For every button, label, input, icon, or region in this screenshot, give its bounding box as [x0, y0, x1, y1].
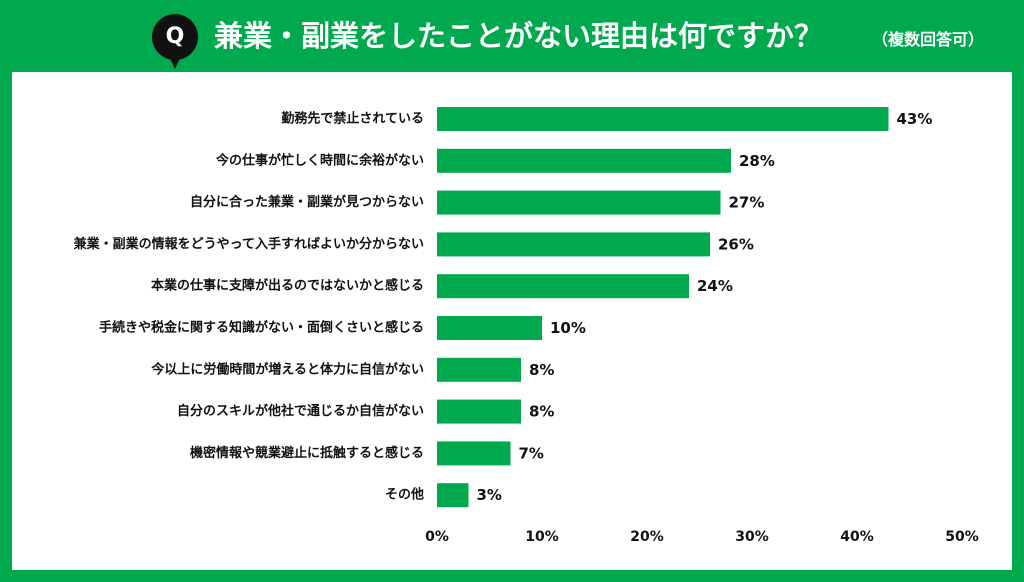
value-label: 8% [529, 361, 554, 379]
value-label: 7% [519, 444, 544, 462]
x-tick-label: 0% [425, 529, 449, 545]
x-tick-label: 10% [525, 529, 559, 545]
x-tick-label: 40% [840, 529, 874, 545]
category-label: 今の仕事が忙しく時間に余裕がない [215, 152, 424, 168]
bar [437, 357, 521, 382]
bar [437, 148, 731, 173]
value-label: 3% [477, 486, 502, 504]
category-label: 本業の仕事に支障が出るのではないかと感じる [151, 278, 424, 294]
bar [437, 232, 710, 257]
bar [437, 190, 721, 215]
question-note: （複数回答可） [872, 30, 985, 49]
bar [437, 483, 469, 508]
question-title: 兼業・副業をしたことがない理由は何ですか？ [214, 19, 824, 53]
value-label: 27% [729, 194, 765, 212]
question-badge: Q [152, 14, 198, 69]
x-tick-label: 50% [945, 529, 979, 545]
category-label: その他 [385, 487, 424, 503]
bar [437, 274, 689, 299]
value-label: 8% [529, 403, 554, 421]
category-label: 自分に合った兼業・副業が見つからない [190, 194, 424, 210]
category-label: 手続きや税金に関する知識がない・面倒くさいと感じる [99, 320, 424, 336]
category-label: 今以上に労働時間が増えると体力に自信がない [150, 361, 424, 377]
category-label: 機密情報や競業避止に抵触すると感じる [190, 445, 424, 461]
value-label: 10% [550, 319, 586, 337]
x-tick-label: 20% [630, 529, 664, 545]
value-label: 28% [739, 152, 775, 170]
bar [437, 441, 511, 466]
question-header: Q 兼業・副業をしたことがない理由は何ですか？ （複数回答可） [0, 0, 1024, 72]
bar [437, 399, 521, 424]
value-label: 26% [718, 235, 754, 253]
category-label: 勤務先で禁止されている [281, 111, 424, 127]
value-label: 43% [897, 110, 933, 128]
category-label: 自分のスキルが他社で通じるか自信がない [177, 403, 424, 419]
bar [437, 107, 889, 131]
chart-panel: 勤務先で禁止されている 43% 今の仕事が忙しく時間に余裕がない 28% 自分に合った兼… [12, 72, 1012, 570]
x-tick-label: 30% [735, 529, 769, 545]
bar-chart: 勤務先で禁止されている 43% 今の仕事が忙しく時間に余裕がない 28% 自分に合った兼… [74, 107, 979, 545]
bar [437, 316, 542, 340]
category-label: 兼業・副業の情報をどうやって入手すればよいか分からない [74, 236, 424, 252]
value-label: 24% [697, 277, 733, 295]
